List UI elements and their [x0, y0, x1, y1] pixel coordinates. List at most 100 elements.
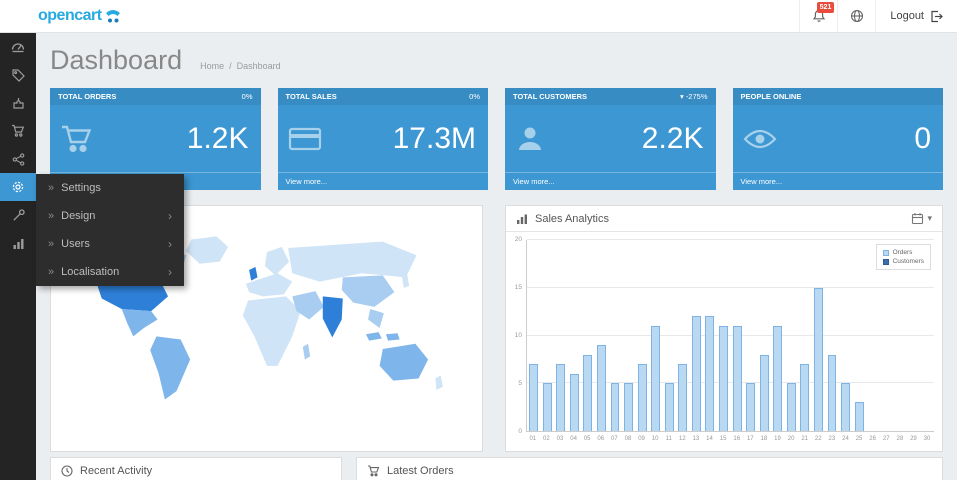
tile-total-sales: TOTAL SALES 0% 17.3M View more...	[277, 88, 488, 190]
menu-item-localisation[interactable]: » Localisation ›	[36, 258, 184, 286]
top-header: opencart 521	[0, 0, 957, 33]
bar-group	[568, 240, 582, 431]
bar-group	[690, 240, 704, 431]
tile-total-customers: TOTAL CUSTOMERS ▾ -275% 2.2K Vi	[505, 88, 716, 190]
breadcrumb-separator: /	[229, 61, 232, 71]
tile-label: TOTAL CUSTOMERS	[513, 92, 588, 101]
caret-down-icon: ▾	[927, 213, 932, 223]
bar-group	[595, 240, 609, 431]
bar-group	[554, 240, 568, 431]
eye-icon	[742, 127, 777, 151]
main-content: Dashboard Home / Dashboard TOTAL ORDERS …	[36, 33, 957, 480]
menu-item-users[interactable]: » Users ›	[36, 230, 184, 258]
bar-group	[636, 240, 650, 431]
tile-value: 2.2K	[641, 121, 704, 155]
sidebar-item-tools[interactable]	[0, 201, 36, 229]
bar-group	[676, 240, 690, 431]
bar-group	[717, 240, 731, 431]
notifications-button[interactable]: 521	[799, 0, 837, 32]
menu-item-label: Localisation	[61, 266, 120, 278]
tools-wrench-icon	[12, 208, 25, 222]
tile-percent: 0%	[469, 92, 480, 101]
recent-activity-title: Recent Activity	[80, 464, 153, 477]
bar-group	[785, 240, 799, 431]
sidebar-item-dashboard[interactable]	[0, 33, 36, 61]
bar-group	[730, 240, 744, 431]
sidebar-item-catalog[interactable]	[0, 61, 36, 89]
menu-item-label: Design	[61, 210, 96, 222]
menu-item-design[interactable]: » Design ›	[36, 202, 184, 230]
tile-percent: 0%	[241, 92, 253, 101]
angle-double-right-icon: »	[48, 238, 55, 250]
bar-chart-icon	[516, 213, 528, 225]
view-more-link[interactable]: View more...	[505, 172, 716, 190]
bar-group	[812, 240, 826, 431]
clock-icon	[61, 464, 73, 477]
analytics-title: Sales Analytics	[535, 212, 609, 225]
chevron-right-icon: ›	[168, 209, 172, 223]
extensions-puzzle-icon	[12, 97, 25, 110]
chart-legend: Orders Customers	[875, 244, 931, 270]
breadcrumb-current[interactable]: Dashboard	[236, 61, 281, 71]
page-title: Dashboard	[50, 45, 183, 75]
language-button[interactable]	[837, 0, 875, 32]
sidebar-item-reports[interactable]	[0, 229, 36, 257]
recent-activity-panel: Recent Activity	[50, 457, 342, 480]
customer-icon	[515, 124, 545, 154]
tile-value: 17.3M	[392, 121, 476, 155]
tile-value: 1.2K	[186, 121, 249, 155]
latest-orders-title: Latest Orders	[387, 464, 454, 477]
sidebar-item-marketing[interactable]	[0, 145, 36, 173]
opencart-logo-mark	[105, 9, 121, 24]
bar-group	[541, 240, 555, 431]
sales-chart: 0 5 10 15 20 01 02 03 04 05 06 07 08 09 10 11 12 13 14 15 1…	[512, 236, 936, 445]
tile-percent: -275%	[685, 92, 708, 101]
menu-item-label: Users	[61, 238, 90, 250]
menu-item-settings[interactable]: » Settings	[36, 174, 184, 202]
tile-label: PEOPLE ONLINE	[740, 92, 802, 101]
sales-analytics-panel: Sales Analytics ▾ 0 5 10 15 20 01 02 03 04 05 06 0	[505, 205, 943, 452]
logout-button[interactable]: Logout	[875, 0, 957, 32]
reports-chart-icon	[12, 237, 25, 250]
angle-double-right-icon: »	[48, 266, 55, 278]
system-gear-icon	[11, 180, 25, 194]
notification-badge: 521	[816, 2, 835, 13]
latest-orders-panel: Latest Orders	[356, 457, 943, 480]
chevron-right-icon: ›	[168, 265, 172, 279]
bar-group	[527, 240, 541, 431]
breadcrumb-home[interactable]: Home	[200, 61, 225, 71]
bar-group	[622, 240, 636, 431]
stat-tiles: TOTAL ORDERS 0% 1.2K View more...	[50, 88, 943, 190]
cart-icon	[367, 464, 380, 477]
sales-cart-icon	[11, 124, 25, 138]
credit-card-icon	[288, 126, 322, 152]
tile-value: 0	[914, 121, 931, 155]
opencart-logo[interactable]: opencart	[38, 7, 121, 25]
sidebar-item-extensions[interactable]	[0, 89, 36, 117]
tile-people-online: PEOPLE ONLINE 0 View more...	[732, 88, 943, 190]
chart-xlabels: 01 02 03 04 05 06 07 08 09 10 11 12 13 14 15 16 17 18 19 20…	[529, 436, 931, 442]
date-range-button[interactable]: ▾	[911, 212, 932, 225]
bar-group	[798, 240, 812, 431]
shopping-cart-icon	[60, 124, 94, 154]
angle-double-right-icon: »	[48, 210, 55, 222]
view-more-link[interactable]: View more...	[277, 172, 488, 190]
bar-group	[744, 240, 758, 431]
view-more-link[interactable]: View more...	[732, 172, 943, 190]
chart-ylabels: 0 5 10 15 20	[514, 236, 522, 435]
tile-label: TOTAL ORDERS	[58, 92, 117, 101]
system-flyout-menu: » Settings » Design › » Users › » Locali…	[36, 174, 184, 286]
bar-group	[853, 240, 867, 431]
bar-group	[649, 240, 663, 431]
logout-icon	[930, 10, 943, 23]
chart-plot	[526, 239, 934, 432]
world-map-panel	[50, 205, 483, 452]
trend-down-icon: ▾	[680, 92, 684, 101]
sidebar-item-system[interactable]	[0, 173, 36, 201]
sidebar-item-sales[interactable]	[0, 117, 36, 145]
opencart-logo-text: opencart	[38, 7, 102, 24]
dashboard-icon	[11, 40, 25, 54]
bar-group	[608, 240, 622, 431]
tile-label: TOTAL SALES	[285, 92, 337, 101]
menu-item-label: Settings	[61, 182, 101, 194]
